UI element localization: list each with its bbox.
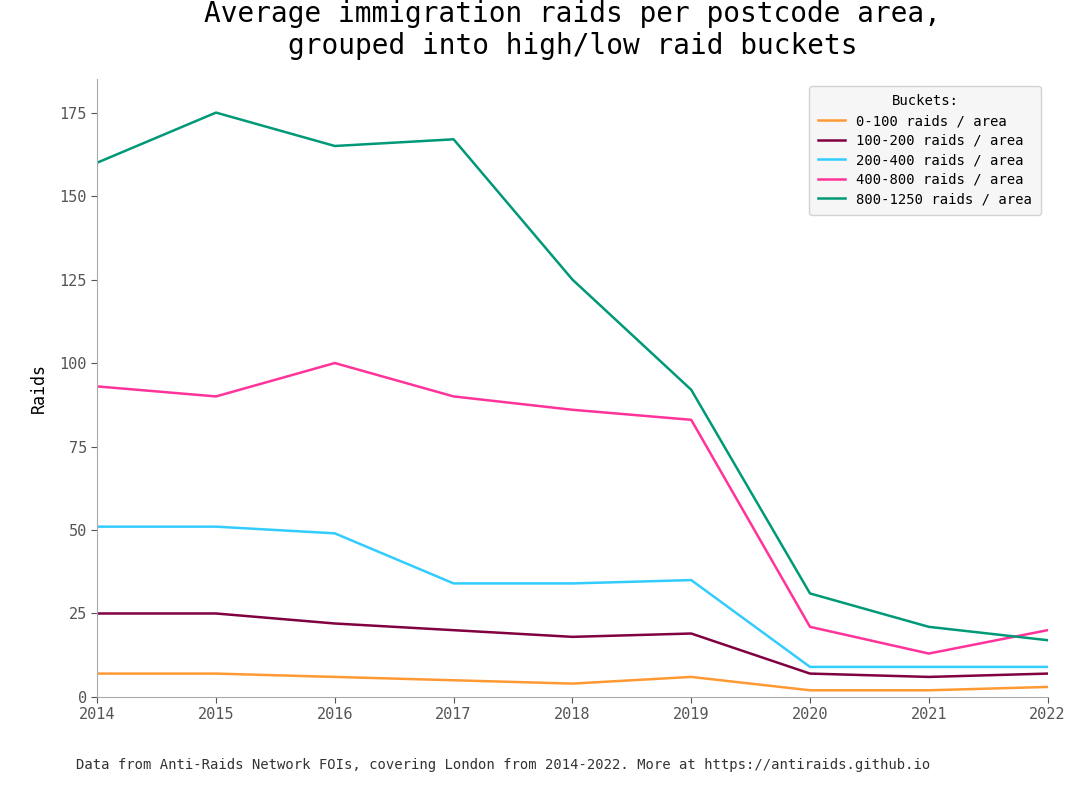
100-200 raids / area	[804, 668, 816, 678]
100-200 raids / area	[210, 609, 222, 619]
100-200 raids / area	[566, 632, 579, 642]
0-100 raids / area	[328, 672, 341, 682]
200-400 raids / area	[566, 579, 579, 588]
0-100 raids / area	[210, 668, 222, 678]
0-100 raids / area	[447, 676, 460, 685]
800-1250 raids / area	[566, 275, 579, 284]
Legend: 0-100 raids / area, 100-200 raids / area, 200-400 raids / area, 400-800 raids / : 0-100 raids / area, 100-200 raids / area…	[809, 86, 1041, 215]
200-400 raids / area	[91, 522, 104, 531]
Title: Average immigration raids per postcode area,
grouped into high/low raid buckets: Average immigration raids per postcode a…	[204, 0, 941, 60]
0-100 raids / area	[804, 686, 816, 695]
Line: 0-100 raids / area: 0-100 raids / area	[97, 673, 1048, 691]
100-200 raids / area	[447, 626, 460, 635]
200-400 raids / area	[328, 528, 341, 538]
400-800 raids / area	[566, 405, 579, 414]
0-100 raids / area	[1041, 682, 1054, 691]
800-1250 raids / area	[804, 588, 816, 598]
200-400 raids / area	[210, 522, 222, 531]
400-800 raids / area	[922, 649, 935, 658]
0-100 raids / area	[566, 679, 579, 688]
800-1250 raids / area	[1041, 635, 1054, 645]
200-400 raids / area	[804, 662, 816, 672]
100-200 raids / area	[922, 672, 935, 682]
100-200 raids / area	[1041, 668, 1054, 678]
200-400 raids / area	[922, 662, 935, 672]
800-1250 raids / area	[922, 622, 935, 631]
100-200 raids / area	[685, 629, 698, 638]
0-100 raids / area	[685, 672, 698, 682]
400-800 raids / area	[328, 358, 341, 367]
0-100 raids / area	[922, 686, 935, 695]
400-800 raids / area	[210, 392, 222, 402]
400-800 raids / area	[685, 415, 698, 425]
100-200 raids / area	[91, 609, 104, 619]
800-1250 raids / area	[447, 135, 460, 144]
Line: 100-200 raids / area: 100-200 raids / area	[97, 614, 1048, 677]
200-400 raids / area	[447, 579, 460, 588]
0-100 raids / area	[91, 668, 104, 678]
Y-axis label: Raids: Raids	[30, 363, 49, 413]
800-1250 raids / area	[91, 158, 104, 167]
400-800 raids / area	[804, 622, 816, 631]
Line: 400-800 raids / area: 400-800 raids / area	[97, 363, 1048, 653]
800-1250 raids / area	[328, 141, 341, 150]
Line: 800-1250 raids / area: 800-1250 raids / area	[97, 112, 1048, 640]
800-1250 raids / area	[210, 108, 222, 117]
Text: Data from Anti-Raids Network FOIs, covering London from 2014-2022. More at https: Data from Anti-Raids Network FOIs, cover…	[76, 758, 930, 772]
400-800 raids / area	[447, 392, 460, 402]
400-800 raids / area	[91, 382, 104, 391]
200-400 raids / area	[1041, 662, 1054, 672]
800-1250 raids / area	[685, 385, 698, 394]
Line: 200-400 raids / area: 200-400 raids / area	[97, 527, 1048, 667]
400-800 raids / area	[1041, 626, 1054, 635]
200-400 raids / area	[685, 575, 698, 584]
100-200 raids / area	[328, 619, 341, 628]
